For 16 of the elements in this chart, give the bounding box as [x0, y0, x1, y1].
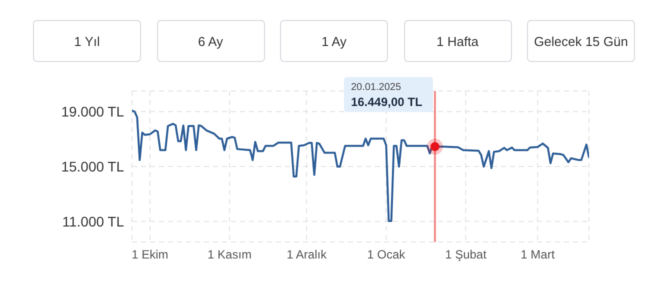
line-series: [132, 110, 589, 222]
text: Gelecek 15 Gün: [527, 20, 635, 62]
y-tick-label: 15.000 TL: [61, 158, 124, 174]
text: 1 Ay: [280, 20, 388, 62]
text: 6 Ay: [156, 20, 264, 62]
x-tick-label: 1 Ocak: [367, 248, 406, 262]
text: 1 Hafta: [404, 20, 512, 62]
x-tick-label: 1 Mart: [520, 248, 556, 262]
y-tick-label: 19.000 TL: [61, 104, 124, 120]
x-tick-label: 1 Ekim: [132, 248, 168, 262]
x-tick-label: 1 Aralık: [286, 248, 328, 262]
y-tick-label: 11.000 TL: [62, 213, 124, 230]
x-tick-label: 1 Kasım: [208, 248, 252, 262]
ref-line-label: 20.01.2025 16.449,00 TL: [350, 82, 422, 109]
x-tick-label: 1 Şubat: [445, 248, 488, 262]
text: 1 Yıl: [33, 20, 141, 62]
